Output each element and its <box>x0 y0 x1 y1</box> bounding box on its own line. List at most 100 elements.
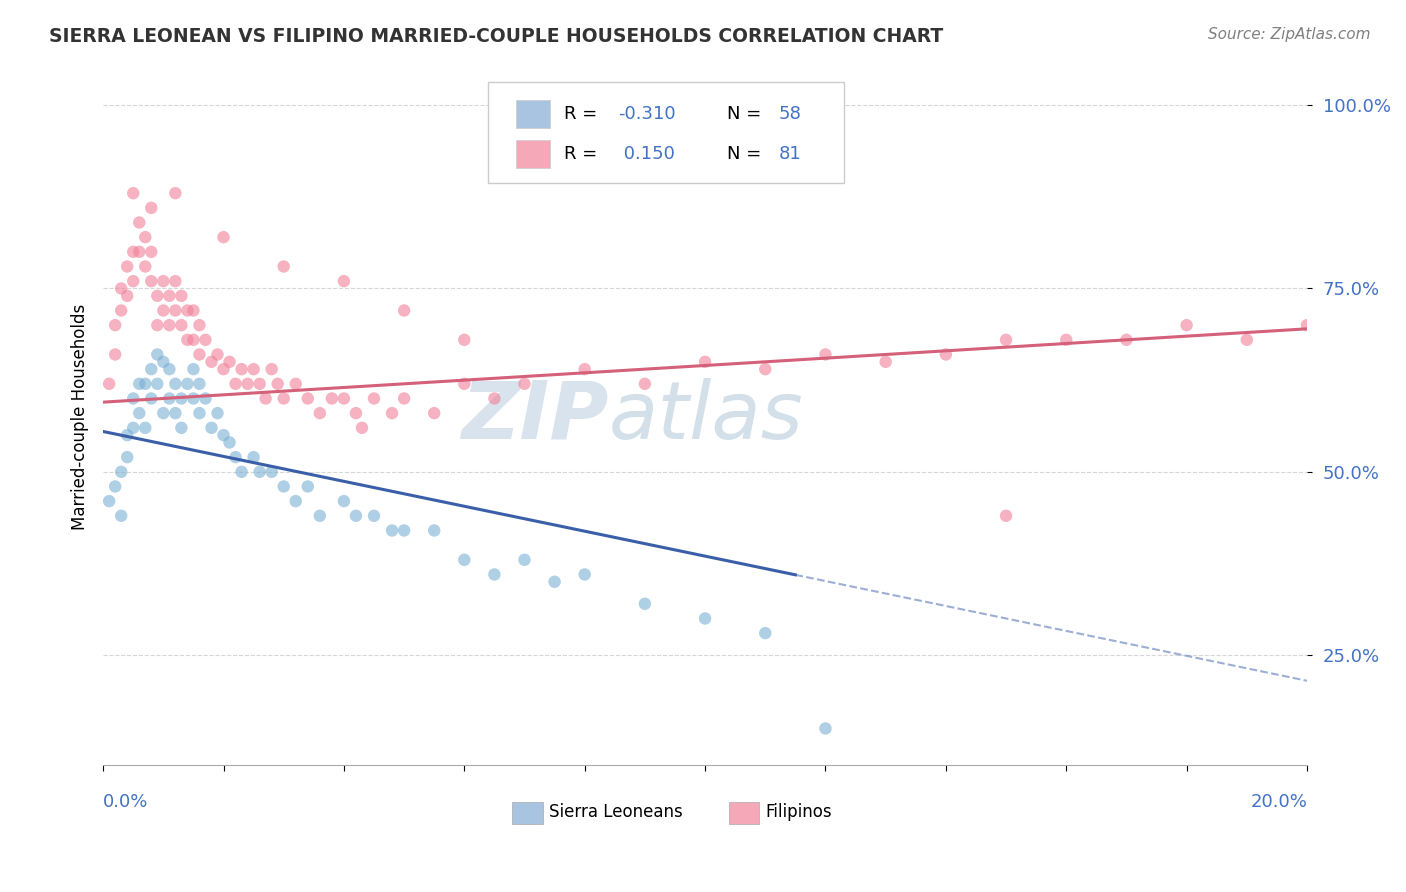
Point <box>104 318 127 333</box>
Point <box>254 392 277 406</box>
Point <box>225 450 247 464</box>
Point <box>333 274 356 288</box>
Point <box>1175 318 1198 333</box>
Point <box>141 201 163 215</box>
Text: SIERRA LEONEAN VS FILIPINO MARRIED-COUPLE HOUSEHOLDS CORRELATION CHART: SIERRA LEONEAN VS FILIPINO MARRIED-COUPL… <box>49 27 943 45</box>
Point <box>98 494 121 508</box>
Point <box>152 303 174 318</box>
Point <box>146 318 169 333</box>
FancyBboxPatch shape <box>488 82 844 184</box>
Point <box>333 392 356 406</box>
Point <box>212 230 235 244</box>
Point <box>134 421 156 435</box>
Point <box>297 392 319 406</box>
Point <box>122 392 145 406</box>
Point <box>284 494 307 508</box>
Point <box>513 376 536 391</box>
Bar <box>516 100 550 128</box>
Point <box>1236 333 1258 347</box>
Point <box>423 524 446 538</box>
Point <box>134 260 156 274</box>
Text: Filipinos: Filipinos <box>765 804 832 822</box>
Point <box>141 244 163 259</box>
Point <box>183 333 205 347</box>
Point <box>165 186 187 201</box>
Point <box>188 347 211 361</box>
Point <box>170 289 193 303</box>
Text: N =: N = <box>727 145 766 162</box>
Point <box>693 355 716 369</box>
Bar <box>516 140 550 168</box>
Bar <box>512 802 543 824</box>
Point <box>543 574 565 589</box>
Point <box>115 428 138 442</box>
Point <box>122 244 145 259</box>
Point <box>104 479 127 493</box>
Point <box>634 376 657 391</box>
Point <box>157 362 180 376</box>
Point <box>350 421 373 435</box>
Point <box>814 347 837 361</box>
Point <box>157 392 180 406</box>
Point <box>333 494 356 508</box>
Point <box>308 508 330 523</box>
Point <box>176 333 198 347</box>
Point <box>98 376 121 391</box>
Point <box>754 362 776 376</box>
Text: Source: ZipAtlas.com: Source: ZipAtlas.com <box>1208 27 1371 42</box>
Point <box>128 376 150 391</box>
Y-axis label: Married-couple Households: Married-couple Households <box>72 303 89 530</box>
Point <box>236 376 259 391</box>
Point <box>183 303 205 318</box>
Point <box>249 376 271 391</box>
Point <box>484 567 506 582</box>
Point <box>110 303 132 318</box>
Point <box>115 450 138 464</box>
Point <box>134 230 156 244</box>
Point <box>231 465 253 479</box>
Point <box>754 626 776 640</box>
Text: 0.0%: 0.0% <box>103 793 149 811</box>
Point <box>134 376 156 391</box>
Point <box>218 435 240 450</box>
Point <box>194 333 217 347</box>
Point <box>165 303 187 318</box>
Point <box>170 318 193 333</box>
Point <box>574 567 596 582</box>
Point <box>212 362 235 376</box>
Point <box>321 392 343 406</box>
Point <box>170 392 193 406</box>
Point <box>267 376 290 391</box>
Point <box>146 376 169 391</box>
Point <box>392 524 415 538</box>
Point <box>200 421 222 435</box>
Point <box>423 406 446 420</box>
Point <box>273 260 295 274</box>
Point <box>152 406 174 420</box>
Point <box>875 355 897 369</box>
Bar <box>730 802 759 824</box>
Point <box>165 406 187 420</box>
Point <box>122 421 145 435</box>
Point <box>218 355 240 369</box>
Point <box>176 303 198 318</box>
Point <box>634 597 657 611</box>
Point <box>231 362 253 376</box>
Point <box>200 355 222 369</box>
Point <box>308 406 330 420</box>
Text: atlas: atlas <box>609 378 803 456</box>
Point <box>128 406 150 420</box>
Point <box>995 333 1018 347</box>
Point <box>122 274 145 288</box>
Point <box>693 611 716 625</box>
Point <box>110 281 132 295</box>
Point <box>176 376 198 391</box>
Point <box>574 362 596 376</box>
Point <box>453 333 475 347</box>
Point <box>363 508 385 523</box>
Point <box>183 392 205 406</box>
Point <box>157 289 180 303</box>
Text: 58: 58 <box>779 105 801 123</box>
Point <box>212 428 235 442</box>
Point <box>207 406 229 420</box>
